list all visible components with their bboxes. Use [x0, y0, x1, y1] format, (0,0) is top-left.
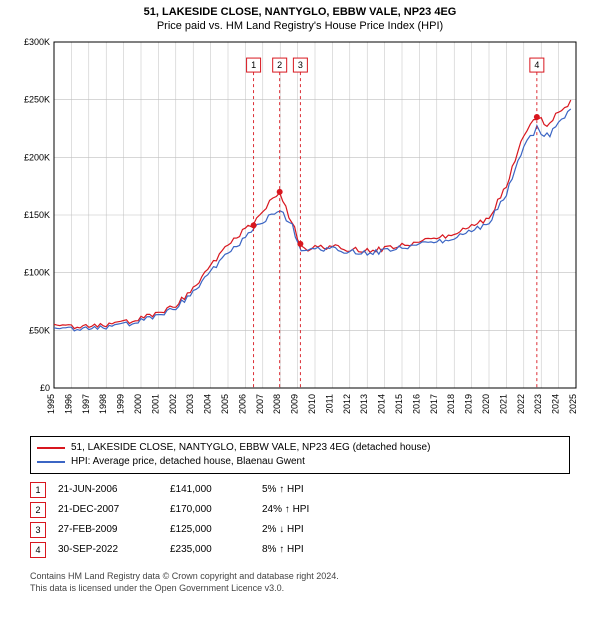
- svg-text:£50K: £50K: [29, 325, 50, 335]
- svg-text:2014: 2014: [377, 394, 387, 414]
- events-table: 1 21-JUN-2006 £141,000 5% ↑ HPI 2 21-DEC-2007…: [30, 480, 570, 560]
- event-marker-box: 2: [30, 502, 46, 518]
- svg-text:2005: 2005: [220, 394, 230, 414]
- svg-text:2004: 2004: [203, 394, 213, 414]
- event-price: £125,000: [170, 520, 250, 540]
- chart: £0 £50K £100K £150K £200K £250K £300K 1995 1996 1…: [14, 38, 586, 428]
- svg-text:2018: 2018: [446, 394, 456, 414]
- svg-text:2001: 2001: [150, 394, 160, 414]
- svg-text:2023: 2023: [533, 394, 543, 414]
- event-price: £235,000: [170, 540, 250, 560]
- svg-text:2002: 2002: [168, 394, 178, 414]
- svg-text:2017: 2017: [429, 394, 439, 414]
- svg-text:2013: 2013: [359, 394, 369, 414]
- svg-text:£300K: £300K: [24, 38, 50, 47]
- svg-text:2012: 2012: [342, 394, 352, 414]
- event-row: 2 21-DEC-2007 £170,000 24% ↑ HPI: [30, 500, 570, 520]
- event-diff: 24% ↑ HPI: [262, 500, 342, 520]
- legend-swatch: [37, 461, 65, 463]
- legend-row: 51, LAKESIDE CLOSE, NANTYGLO, EBBW VALE,…: [37, 441, 563, 455]
- svg-text:£0: £0: [40, 383, 50, 393]
- svg-text:2015: 2015: [394, 394, 404, 414]
- title-line2: Price paid vs. HM Land Registry's House …: [0, 20, 600, 32]
- svg-text:2016: 2016: [411, 394, 421, 414]
- svg-text:2008: 2008: [272, 394, 282, 414]
- legend-row: HPI: Average price, detached house, Blae…: [37, 455, 563, 469]
- event-date: 30-SEP-2022: [58, 540, 158, 560]
- svg-text:2011: 2011: [324, 394, 334, 413]
- event-price: £170,000: [170, 500, 250, 520]
- svg-text:2024: 2024: [551, 394, 561, 414]
- event-row: 4 30-SEP-2022 £235,000 8% ↑ HPI: [30, 540, 570, 560]
- svg-text:2019: 2019: [464, 394, 474, 414]
- svg-text:£250K: £250K: [24, 95, 50, 105]
- legend-label: 51, LAKESIDE CLOSE, NANTYGLO, EBBW VALE,…: [71, 441, 430, 455]
- svg-text:2003: 2003: [185, 394, 195, 414]
- svg-text:2000: 2000: [133, 394, 143, 414]
- footer-line1: Contains HM Land Registry data © Crown c…: [30, 570, 570, 582]
- svg-text:1998: 1998: [98, 394, 108, 414]
- svg-text:£150K: £150K: [24, 210, 50, 220]
- event-marker-box: 4: [30, 542, 46, 558]
- svg-text:3: 3: [298, 60, 303, 70]
- svg-text:2: 2: [277, 60, 282, 70]
- svg-text:1996: 1996: [63, 394, 73, 414]
- event-date: 27-FEB-2009: [58, 520, 158, 540]
- svg-text:2025: 2025: [568, 394, 578, 414]
- event-marker-box: 3: [30, 522, 46, 538]
- event-date: 21-JUN-2006: [58, 480, 158, 500]
- svg-text:1997: 1997: [81, 394, 91, 414]
- footer-line2: This data is licensed under the Open Gov…: [30, 582, 570, 594]
- svg-text:2009: 2009: [290, 394, 300, 414]
- event-diff: 8% ↑ HPI: [262, 540, 342, 560]
- event-diff: 2% ↓ HPI: [262, 520, 342, 540]
- svg-text:2022: 2022: [516, 394, 526, 414]
- event-diff: 5% ↑ HPI: [262, 480, 342, 500]
- svg-text:2021: 2021: [498, 394, 508, 414]
- legend-swatch: [37, 447, 65, 449]
- title-block: 51, LAKESIDE CLOSE, NANTYGLO, EBBW VALE,…: [0, 0, 600, 32]
- svg-text:2010: 2010: [307, 394, 317, 414]
- page: 51, LAKESIDE CLOSE, NANTYGLO, EBBW VALE,…: [0, 0, 600, 620]
- legend-label: HPI: Average price, detached house, Blae…: [71, 455, 305, 469]
- svg-text:1995: 1995: [46, 394, 56, 414]
- svg-text:£200K: £200K: [24, 152, 50, 162]
- footer: Contains HM Land Registry data © Crown c…: [30, 570, 570, 594]
- chart-svg: £0 £50K £100K £150K £200K £250K £300K 1995 1996 1…: [14, 38, 586, 428]
- legend: 51, LAKESIDE CLOSE, NANTYGLO, EBBW VALE,…: [30, 436, 570, 474]
- event-date: 21-DEC-2007: [58, 500, 158, 520]
- svg-text:2007: 2007: [255, 394, 265, 414]
- svg-text:1: 1: [251, 60, 256, 70]
- svg-text:1999: 1999: [116, 394, 126, 414]
- title-line1: 51, LAKESIDE CLOSE, NANTYGLO, EBBW VALE,…: [0, 6, 600, 18]
- svg-text:2020: 2020: [481, 394, 491, 414]
- event-price: £141,000: [170, 480, 250, 500]
- event-row: 3 27-FEB-2009 £125,000 2% ↓ HPI: [30, 520, 570, 540]
- svg-text:2006: 2006: [237, 394, 247, 414]
- svg-text:£100K: £100K: [24, 268, 50, 278]
- svg-text:4: 4: [534, 60, 539, 70]
- event-marker-box: 1: [30, 482, 46, 498]
- event-row: 1 21-JUN-2006 £141,000 5% ↑ HPI: [30, 480, 570, 500]
